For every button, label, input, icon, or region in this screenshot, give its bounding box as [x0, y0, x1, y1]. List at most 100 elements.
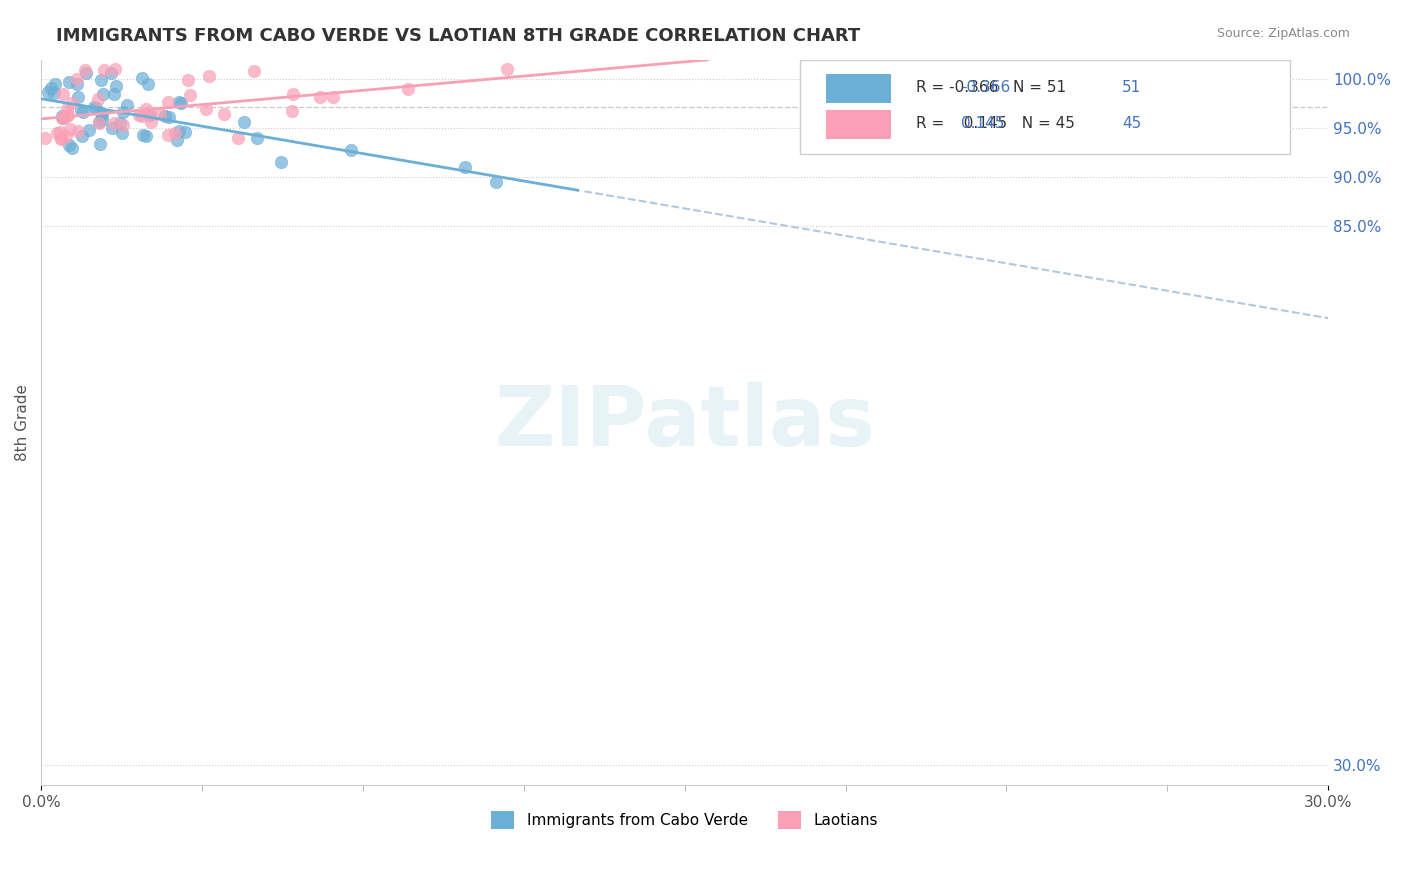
Point: [34, 131, 56, 145]
Point: [52, 111, 75, 125]
Point: [103, 116, 125, 130]
Point: [66, 77, 89, 91]
Point: [51, 131, 73, 145]
Point: [37, 85, 59, 99]
Point: [167, 124, 190, 138]
Point: [170, 95, 193, 110]
Point: [108, 115, 131, 129]
Point: [56, 102, 79, 116]
Point: [91, 87, 114, 101]
Point: [138, 108, 160, 122]
Point: [166, 133, 188, 147]
Point: [195, 102, 218, 116]
Point: [179, 88, 201, 103]
Point: [309, 90, 332, 104]
Point: [322, 90, 344, 104]
Point: [104, 62, 127, 77]
Point: [55, 129, 77, 144]
Point: [149, 107, 172, 121]
Point: [100, 65, 122, 79]
Point: [138, 108, 160, 122]
Point: [58, 137, 80, 152]
Point: [270, 154, 292, 169]
Point: [454, 161, 477, 175]
Bar: [827, 111, 890, 139]
Point: [136, 77, 159, 91]
Point: [51, 109, 73, 123]
Point: [59, 121, 82, 136]
Point: [157, 110, 180, 124]
Point: [177, 73, 200, 87]
Point: [90, 112, 112, 127]
Text: R = -0.366   N = 51: R = -0.366 N = 51: [917, 79, 1066, 95]
Text: R =    0.145   N = 45: R = 0.145 N = 45: [917, 116, 1076, 131]
Point: [51, 87, 73, 101]
Point: [156, 128, 179, 142]
Y-axis label: 8th Grade: 8th Grade: [15, 384, 30, 461]
Point: [70, 128, 93, 143]
Text: ZIPatlas: ZIPatlas: [494, 382, 875, 463]
Point: [128, 108, 150, 122]
Point: [281, 87, 304, 101]
Point: [83, 101, 105, 115]
Point: [495, 62, 517, 77]
Point: [56, 108, 79, 122]
Point: [243, 64, 266, 78]
Bar: [827, 74, 890, 103]
FancyBboxPatch shape: [800, 60, 1289, 154]
Point: [51, 111, 73, 125]
Point: [131, 70, 153, 85]
Point: [72, 105, 94, 120]
Point: [115, 98, 138, 112]
Point: [132, 128, 155, 143]
Point: [86, 92, 108, 106]
Point: [135, 102, 157, 116]
Point: [485, 175, 508, 189]
Point: [153, 110, 176, 124]
Point: [246, 131, 269, 145]
Point: [46, 126, 69, 140]
Point: [91, 108, 114, 122]
Point: [103, 87, 125, 101]
Text: 51: 51: [1122, 79, 1142, 95]
Point: [60, 95, 83, 110]
Point: [44, 86, 66, 100]
Point: [66, 124, 89, 138]
Text: -0.366: -0.366: [962, 79, 1011, 95]
Point: [280, 103, 302, 118]
Text: IMMIGRANTS FROM CABO VERDE VS LAOTIAN 8TH GRADE CORRELATION CHART: IMMIGRANTS FROM CABO VERDE VS LAOTIAN 8T…: [56, 27, 860, 45]
Point: [111, 105, 134, 120]
Text: 45: 45: [1122, 116, 1142, 131]
Point: [169, 95, 191, 109]
Point: [214, 106, 236, 120]
Point: [226, 131, 249, 145]
Point: [396, 82, 419, 96]
Point: [90, 105, 112, 120]
Point: [77, 123, 100, 137]
Point: [135, 129, 157, 144]
Point: [90, 73, 112, 87]
Point: [66, 72, 89, 87]
Text: 0.145: 0.145: [962, 116, 1005, 131]
Point: [339, 143, 361, 157]
Point: [111, 118, 134, 132]
Point: [198, 69, 221, 83]
Point: [73, 62, 96, 77]
Point: [84, 101, 107, 115]
Point: [141, 115, 163, 129]
Point: [93, 63, 115, 78]
Point: [101, 120, 124, 135]
Point: [157, 95, 180, 110]
Legend: Immigrants from Cabo Verde, Laotians: Immigrants from Cabo Verde, Laotians: [485, 805, 884, 836]
Point: [41, 81, 63, 95]
Point: [233, 115, 256, 129]
Point: [131, 109, 153, 123]
Point: [48, 125, 70, 139]
Point: [44, 77, 66, 91]
Point: [104, 78, 127, 93]
Point: [53, 110, 76, 124]
Point: [87, 114, 110, 128]
Point: [87, 115, 110, 129]
Point: [89, 137, 111, 152]
Point: [111, 126, 134, 140]
